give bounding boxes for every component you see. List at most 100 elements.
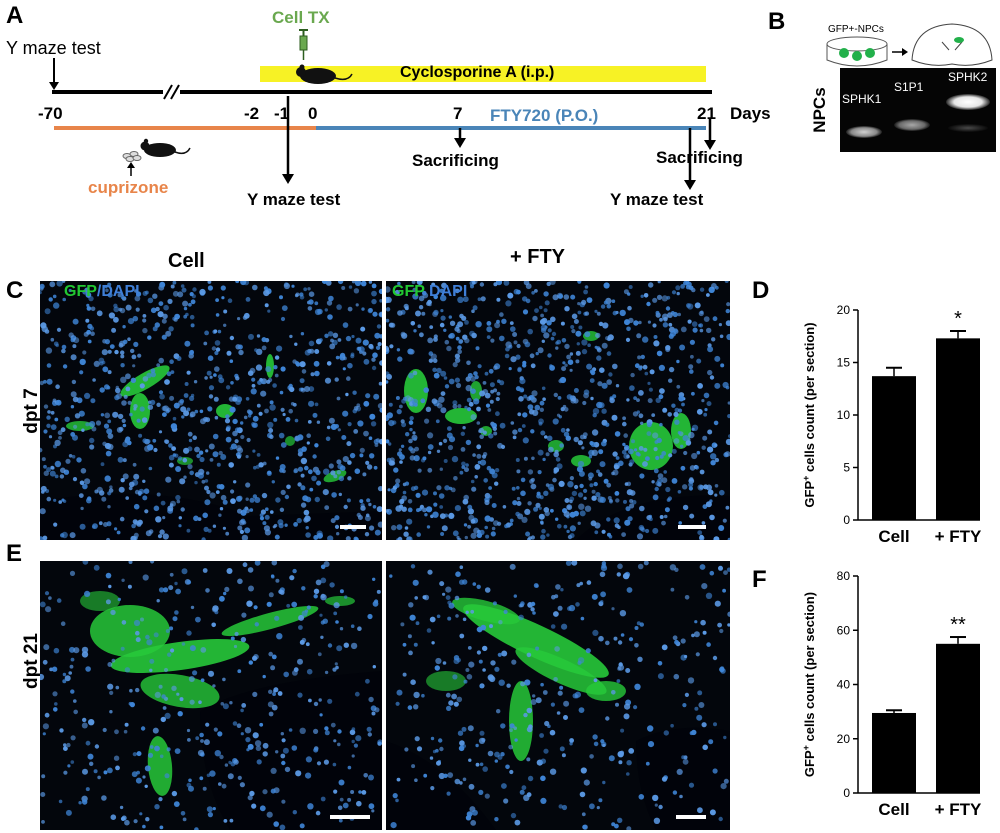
dapi-nucleus (117, 413, 124, 420)
dapi-nucleus (188, 676, 195, 682)
dapi-nucleus (498, 679, 505, 686)
dapi-nucleus (511, 486, 516, 491)
dapi-nucleus (508, 744, 514, 750)
dapi-nucleus (611, 607, 615, 611)
dapi-nucleus (284, 494, 290, 500)
dapi-nucleus (359, 453, 364, 458)
dapi-nucleus (566, 529, 570, 534)
dapi-nucleus (436, 485, 442, 491)
dapi-nucleus (479, 459, 487, 466)
dapi-nucleus (582, 824, 587, 830)
dapi-nucleus (597, 472, 603, 477)
dapi-nucleus (217, 731, 223, 737)
dapi-nucleus (673, 411, 679, 417)
dapi-nucleus (211, 346, 217, 351)
dapi-nucleus (496, 709, 501, 714)
dapi-nucleus (509, 769, 514, 775)
dapi-nucleus (636, 533, 644, 540)
dapi-nucleus (369, 525, 375, 531)
dapi-nucleus (514, 819, 521, 826)
dapi-nucleus (439, 581, 445, 587)
dapi-nucleus (82, 799, 88, 805)
dapi-nucleus (459, 633, 465, 639)
dapi-nucleus (124, 722, 129, 727)
dapi-nucleus (202, 512, 208, 519)
dapi-nucleus (46, 496, 52, 502)
dapi-nucleus (238, 349, 244, 356)
dapi-nucleus (310, 372, 315, 377)
dapi-nucleus (432, 749, 437, 754)
days-label: Days (730, 104, 771, 123)
dapi-nucleus (398, 448, 402, 452)
dapi-nucleus (137, 353, 142, 358)
dapi-nucleus (280, 489, 286, 495)
dapi-nucleus (162, 533, 169, 540)
dapi-nucleus (322, 618, 328, 624)
dapi-nucleus (264, 303, 269, 308)
dapi-nucleus (174, 453, 179, 458)
dapi-nucleus (87, 496, 92, 501)
gfp-signal (221, 605, 319, 637)
dapi-nucleus (510, 326, 516, 332)
dapi-nucleus (338, 779, 345, 786)
dapi-nucleus (458, 339, 463, 345)
dapi-nucleus (515, 511, 520, 517)
dapi-nucleus (79, 358, 86, 366)
dapi-nucleus (413, 485, 419, 490)
dapi-nucleus (149, 745, 154, 749)
dapi-nucleus (439, 322, 445, 328)
dapi-nucleus (240, 732, 244, 736)
dapi-nucleus (362, 472, 367, 477)
dapi-nucleus (623, 499, 627, 504)
dapi-nucleus (246, 600, 253, 607)
dapi-nucleus (467, 646, 472, 650)
dapi-nucleus (133, 341, 139, 347)
dapi-nucleus (654, 803, 658, 807)
dapi-nucleus (315, 579, 322, 586)
dapi-nucleus (207, 528, 212, 533)
dapi-nucleus (657, 473, 664, 479)
dapi-nucleus (299, 378, 305, 384)
dapi-nucleus (239, 782, 245, 788)
dapi-nucleus (252, 449, 256, 453)
dapi-nucleus (129, 481, 135, 488)
dapi-nucleus (601, 342, 608, 349)
dapi-nucleus (688, 486, 693, 491)
dapi-nucleus (467, 508, 474, 515)
dapi-nucleus (643, 561, 649, 566)
dapi-nucleus (627, 305, 632, 311)
dapi-nucleus (728, 434, 730, 438)
dapi-nucleus (240, 281, 247, 286)
dapi-nucleus (601, 440, 607, 447)
lane-sphk2: SPHK2 (948, 70, 988, 84)
dapi-nucleus (337, 338, 342, 342)
dapi-nucleus (564, 363, 568, 367)
gfp-signal (80, 591, 120, 611)
dapi-nucleus (260, 509, 266, 515)
dapi-nucleus (63, 743, 67, 747)
dapi-nucleus (337, 729, 342, 734)
dapi-nucleus (336, 304, 342, 310)
dapi-nucleus (682, 435, 689, 442)
dapi-nucleus (127, 584, 132, 589)
dapi-nucleus (606, 303, 612, 309)
dapi-nucleus (710, 453, 717, 460)
dapi-nucleus (622, 421, 627, 427)
dapi-nucleus (229, 701, 233, 705)
dapi-nucleus (600, 565, 608, 572)
dapi-nucleus (83, 331, 89, 337)
dapi-nucleus (652, 323, 657, 328)
dapi-nucleus (196, 453, 201, 459)
dapi-nucleus (616, 679, 621, 683)
dapi-nucleus (53, 302, 60, 309)
dapi-nucleus (575, 359, 580, 364)
dapi-nucleus (617, 666, 622, 671)
dapi-nucleus (40, 447, 43, 453)
dapi-nucleus (530, 607, 535, 612)
dapi-nucleus (300, 502, 307, 508)
dapi-nucleus (661, 451, 667, 456)
dapi-nucleus (714, 457, 720, 463)
dapi-nucleus (647, 398, 653, 404)
dapi-nucleus (78, 801, 82, 805)
dapi-nucleus (445, 692, 451, 698)
